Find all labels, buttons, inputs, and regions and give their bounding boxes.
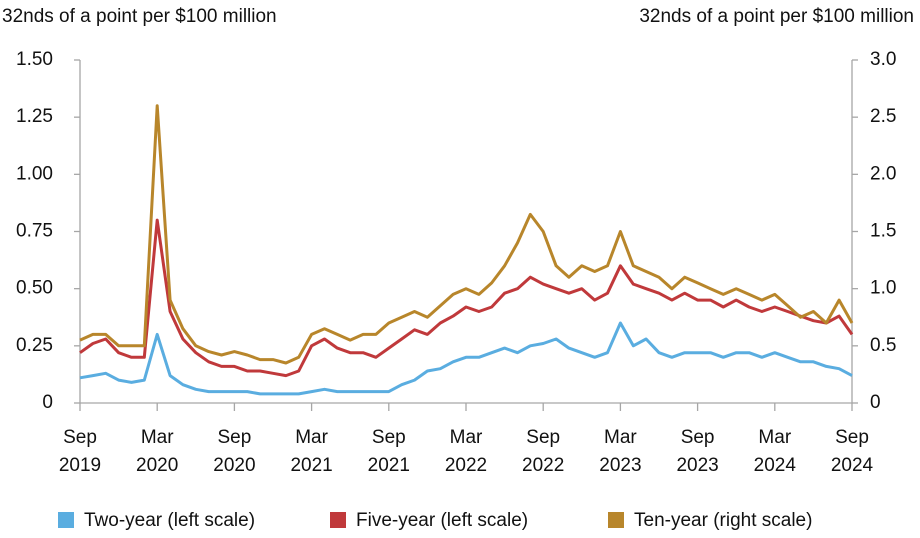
legend-label: Ten-year (right scale) — [634, 510, 812, 531]
y2-tick-label: 0 — [870, 392, 881, 413]
x-tick-label: 2023 — [599, 455, 641, 476]
y2-tick-label: 2.0 — [870, 163, 896, 184]
series-line — [79, 321, 853, 396]
y2-tick-label: 2.5 — [870, 106, 896, 127]
y2-tick-label: 1.0 — [870, 278, 896, 299]
x-tick-label: Mar — [758, 427, 791, 448]
legend-swatch — [58, 512, 74, 528]
x-tick-label: Sep — [681, 427, 715, 448]
y-tick-label: 1.00 — [16, 163, 53, 184]
series-line — [79, 104, 854, 365]
y-tick-label: 1.50 — [16, 49, 53, 70]
x-tick-label: 2022 — [522, 455, 564, 476]
legend-label: Two-year (left scale) — [84, 510, 255, 531]
y-tick-label: 0 — [42, 392, 53, 413]
x-tick-label: Sep — [835, 427, 869, 448]
x-tick-label: 2020 — [136, 455, 178, 476]
x-tick-label: 2020 — [213, 455, 255, 476]
series-line — [79, 218, 854, 378]
x-tick-label: Sep — [372, 427, 406, 448]
y-tick-label: 0.75 — [16, 221, 53, 242]
legend-label: Five-year (left scale) — [356, 510, 528, 531]
y2-tick-label: 0.5 — [870, 335, 896, 356]
x-tick-label: Mar — [450, 427, 483, 448]
x-tick-label: Mar — [604, 427, 637, 448]
y-tick-label: 0.25 — [16, 335, 53, 356]
x-tick-label: 2022 — [445, 455, 487, 476]
x-tick-label: Sep — [217, 427, 251, 448]
x-tick-label: 2019 — [59, 455, 101, 476]
y-axis-label: 32nds of a point per $100 million — [2, 6, 277, 27]
x-tick-label: 2021 — [290, 455, 332, 476]
y-tick-label: 1.25 — [16, 106, 53, 127]
y2-tick-label: 3.0 — [870, 49, 896, 70]
x-tick-label: Sep — [526, 427, 560, 448]
x-tick-label: Sep — [63, 427, 97, 448]
legend-swatch — [608, 512, 624, 528]
y2-axis-label: 32nds of a point per $100 million — [639, 6, 914, 27]
y-tick-label: 0.50 — [16, 278, 53, 299]
x-tick-label: 2021 — [368, 455, 410, 476]
y2-tick-label: 1.5 — [870, 221, 896, 242]
x-tick-label: 2024 — [754, 455, 797, 476]
legend-swatch — [330, 512, 346, 528]
x-tick-label: Mar — [141, 427, 174, 448]
x-tick-label: Mar — [295, 427, 328, 448]
x-tick-label: 2023 — [676, 455, 718, 476]
x-tick-label: 2024 — [831, 455, 874, 476]
